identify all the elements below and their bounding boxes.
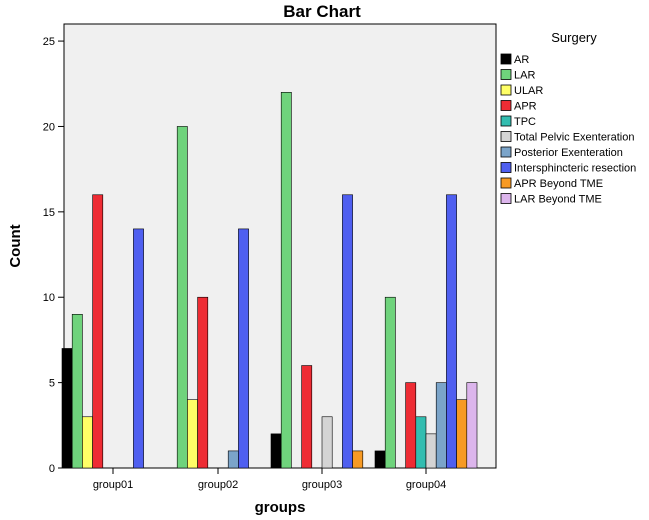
bar-group04-lar-beyond-tme [466, 382, 478, 469]
x-tick-label: group04 [406, 479, 446, 491]
legend-entry: Intersphincteric resection [514, 163, 636, 175]
bar-group02-lar [176, 126, 188, 469]
bar-group03-apr [301, 365, 313, 469]
bar-group04-ar [374, 450, 386, 469]
legend-swatch [500, 115, 512, 127]
bar-group01-intersphincteric-resection [133, 228, 144, 469]
bars-group [61, 92, 478, 469]
bar-group03-total-pelvic-exenteration [321, 416, 333, 469]
bar-group04-total-pelvic-exenteration [425, 433, 437, 469]
legend: Surgery AR LAR ULAR APR TPC Total Pelvic Exen… [500, 30, 636, 206]
bar-group01-ular [82, 416, 93, 469]
y-tick-label: 25 [43, 36, 55, 48]
legend-swatch [500, 53, 512, 65]
bar-group03-lar [280, 92, 292, 469]
bar-group04-posterior-exenteration [435, 382, 447, 469]
y-axis: 0 5 10 15 20 25 [43, 36, 64, 475]
bar-group02-intersphincteric-resection [238, 228, 249, 469]
bar-group02-ular [187, 399, 198, 469]
y-axis-label: Count [7, 224, 24, 267]
legend-entry: Total Pelvic Exenteration [514, 132, 634, 144]
legend-title: Surgery [551, 30, 597, 45]
bar-group04-tpc [415, 416, 427, 469]
legend-entry: APR Beyond TME [514, 178, 603, 190]
y-tick-label: 10 [43, 292, 55, 304]
legend-swatch [500, 146, 512, 158]
legend-swatch [500, 162, 512, 173]
legend-entry: ULAR [514, 85, 543, 97]
legend-swatch [500, 177, 512, 189]
legend-entry: LAR [514, 70, 535, 82]
x-axis-label: groups [255, 499, 306, 516]
bar-group01-ar [61, 348, 73, 469]
legend-swatch [500, 131, 512, 142]
legend-swatch [500, 193, 512, 204]
bar-group04-apr-beyond-tme [456, 399, 468, 469]
x-axis: group01 group02 group03 group04 [93, 468, 446, 491]
legend-entry: APR [514, 101, 537, 113]
bar-group03-ar [270, 433, 282, 469]
bar-group01-apr [92, 194, 104, 469]
y-tick-label: 0 [49, 463, 55, 475]
bar-group02-apr [197, 296, 209, 469]
x-tick-label: group01 [93, 479, 133, 491]
legend-swatch [500, 84, 512, 96]
legend-entry: TPC [514, 116, 536, 128]
legend-entry: LAR Beyond TME [514, 194, 602, 206]
bar-group03-apr-beyond-tme [352, 450, 364, 469]
legend-entry: Posterior Exenteration [514, 147, 623, 159]
x-tick-label: group03 [302, 479, 342, 491]
y-tick-label: 5 [49, 378, 55, 390]
bar-group02-posterior-exenteration [227, 450, 239, 469]
bar-group03-intersphincteric-resection [342, 194, 353, 469]
bar-group04-lar [384, 296, 396, 469]
y-tick-label: 20 [43, 121, 55, 133]
plot-area [63, 23, 497, 469]
y-tick-label: 15 [43, 207, 55, 219]
x-tick-label: group02 [198, 479, 238, 491]
legend-swatch [500, 100, 512, 111]
legend-entry: AR [514, 54, 529, 66]
chart-title: Bar Chart [283, 2, 361, 21]
bar-group04-apr [405, 382, 417, 469]
legend-swatch [500, 69, 512, 80]
bar-group01-lar [71, 314, 83, 469]
bar-group04-intersphincteric-resection [446, 194, 457, 469]
